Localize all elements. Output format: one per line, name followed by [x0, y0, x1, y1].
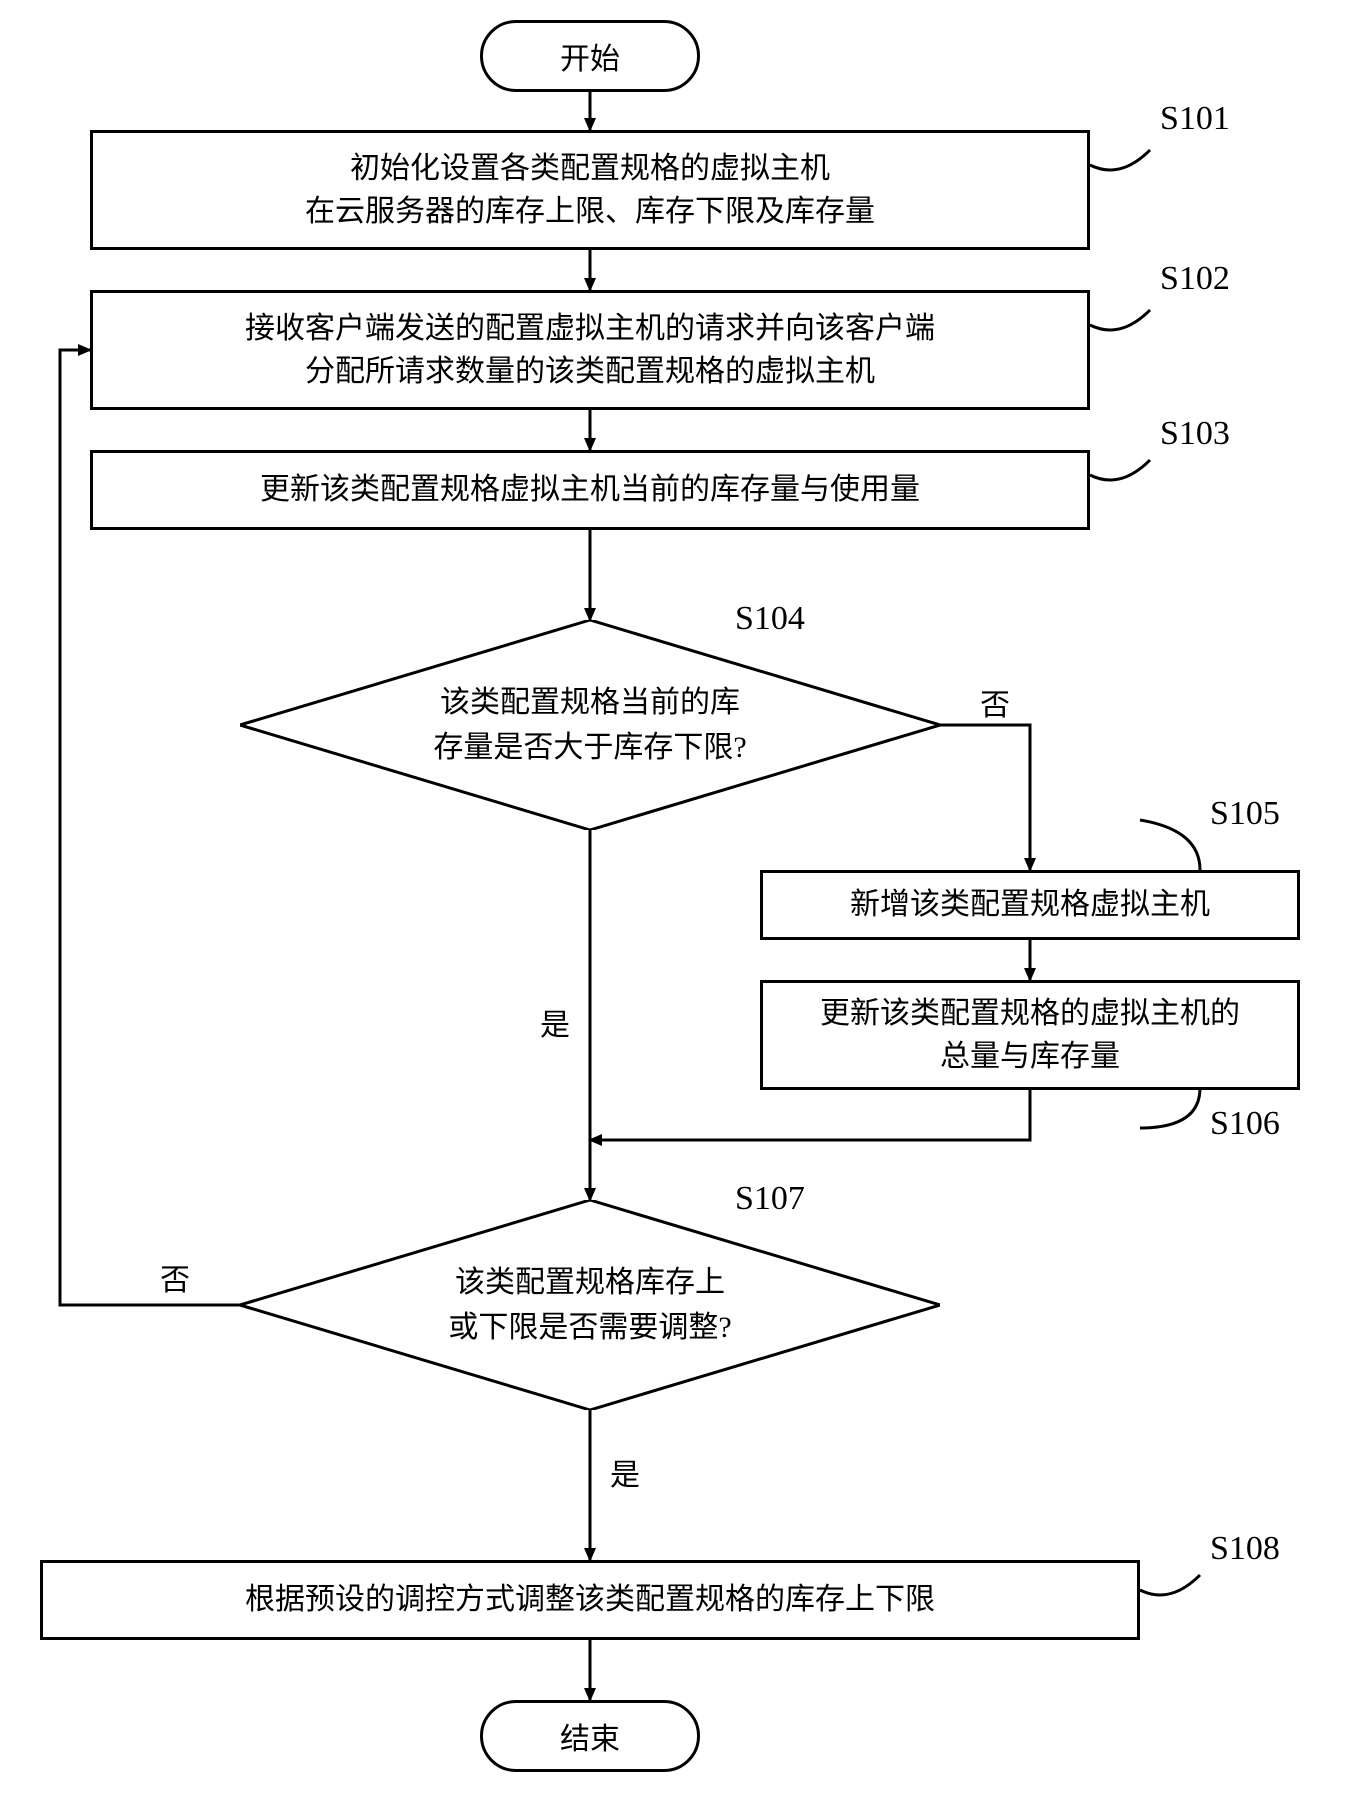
process-s101: 初始化设置各类配置规格的虚拟主机 在云服务器的库存上限、库存下限及库存量: [90, 130, 1090, 250]
process-s103-text: 更新该类配置规格虚拟主机当前的库存量与使用量: [260, 468, 920, 512]
start-label: 开始: [560, 34, 620, 78]
process-s106-text: 更新该类配置规格的虚拟主机的 总量与库存量: [820, 992, 1240, 1079]
process-s108-text: 根据预设的调控方式调整该类配置规格的库存上下限: [245, 1578, 935, 1622]
process-s108: 根据预设的调控方式调整该类配置规格的库存上下限: [40, 1560, 1140, 1640]
branch-no-s104: 否: [980, 680, 1010, 724]
step-label-s108: S108: [1210, 1530, 1280, 1568]
branch-yes-s107: 是: [610, 1450, 640, 1494]
decision-s107: 该类配置规格库存上 或下限是否需要调整?: [240, 1200, 940, 1410]
branch-yes-s104: 是: [540, 1000, 570, 1044]
end-label: 结束: [560, 1714, 620, 1758]
process-s101-text: 初始化设置各类配置规格的虚拟主机 在云服务器的库存上限、库存下限及库存量: [305, 147, 875, 234]
end-terminator: 结束: [480, 1700, 700, 1772]
decision-s104: 该类配置规格当前的库 存量是否大于库存下限?: [240, 620, 940, 830]
process-s103: 更新该类配置规格虚拟主机当前的库存量与使用量: [90, 450, 1090, 530]
process-s102-text: 接收客户端发送的配置虚拟主机的请求并向该客户端 分配所请求数量的该类配置规格的虚…: [245, 307, 935, 394]
start-terminator: 开始: [480, 20, 700, 92]
process-s106: 更新该类配置规格的虚拟主机的 总量与库存量: [760, 980, 1300, 1090]
flowchart-canvas: 开始 初始化设置各类配置规格的虚拟主机 在云服务器的库存上限、库存下限及库存量 …: [0, 0, 1352, 1800]
branch-no-s107: 否: [160, 1255, 190, 1299]
process-s102: 接收客户端发送的配置虚拟主机的请求并向该客户端 分配所请求数量的该类配置规格的虚…: [90, 290, 1090, 410]
process-s105-text: 新增该类配置规格虚拟主机: [850, 883, 1210, 927]
step-label-s103: S103: [1160, 415, 1230, 453]
step-label-s102: S102: [1160, 260, 1230, 298]
process-s105: 新增该类配置规格虚拟主机: [760, 870, 1300, 940]
step-label-s106: S106: [1210, 1105, 1280, 1143]
decision-s107-text: 该类配置规格库存上 或下限是否需要调整?: [448, 1260, 731, 1350]
decision-s104-text: 该类配置规格当前的库 存量是否大于库存下限?: [433, 680, 746, 770]
step-label-s105: S105: [1210, 795, 1280, 833]
step-label-s101: S101: [1160, 100, 1230, 138]
